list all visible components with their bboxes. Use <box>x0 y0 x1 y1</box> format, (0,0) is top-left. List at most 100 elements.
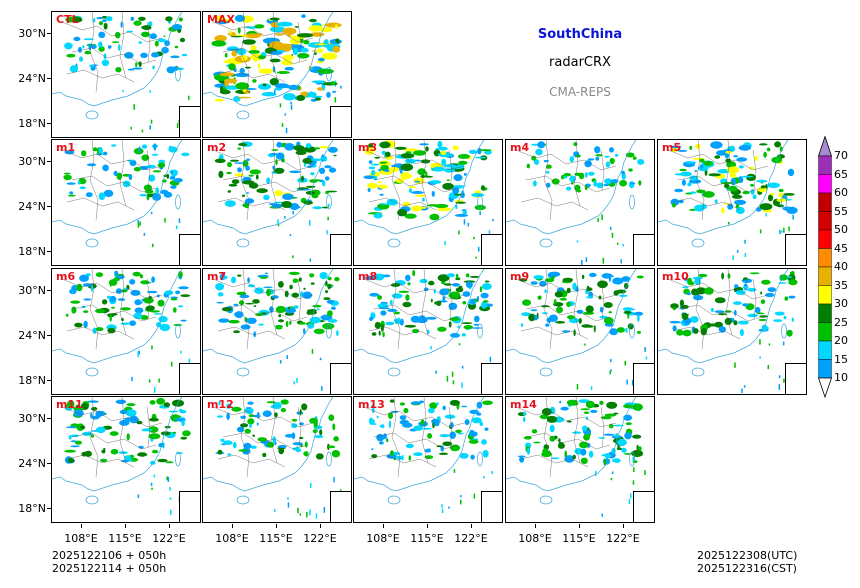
echo-cell <box>448 291 461 299</box>
province-border <box>61 406 163 428</box>
echo-cell <box>561 330 571 333</box>
echo-cell <box>367 188 371 192</box>
echo-cell <box>458 160 468 165</box>
longitude-tick-label: 108°E <box>366 532 400 545</box>
echo-cell <box>289 320 292 326</box>
hainan-island <box>691 367 705 377</box>
south-china-sea-inset <box>481 234 502 265</box>
panel-label: m13 <box>358 398 385 411</box>
echo-cell <box>332 45 340 53</box>
echo-cell <box>734 362 736 368</box>
echo-cell <box>158 159 166 164</box>
echo-cell <box>602 257 605 264</box>
latitude-tick <box>47 380 51 381</box>
echo-cell <box>293 305 299 309</box>
hainan-island <box>236 238 250 248</box>
echo-cell <box>179 410 187 414</box>
echo-cell <box>117 298 126 301</box>
echo-cell <box>758 143 768 146</box>
echo-cell <box>70 434 80 438</box>
echo-cell <box>262 83 267 87</box>
echo-cell <box>309 258 312 262</box>
echo-cell <box>146 164 156 169</box>
echo-cell <box>621 276 631 282</box>
colorbar-label: 60 <box>834 186 848 199</box>
echo-cell <box>522 299 532 306</box>
echo-cell <box>382 274 391 278</box>
echo-cell <box>163 35 166 38</box>
echo-cell <box>371 404 375 408</box>
echo-cell <box>309 18 317 23</box>
echo-cell <box>101 299 108 305</box>
echo-cell <box>521 312 531 316</box>
echo-cell <box>69 191 74 195</box>
echo-cell <box>143 232 146 236</box>
panel-label: m11 <box>56 398 83 411</box>
echo-cell <box>129 279 136 285</box>
panel-label: m7 <box>207 270 227 283</box>
province-border <box>89 397 99 478</box>
echo-cell <box>572 431 582 434</box>
echo-cell <box>741 388 743 394</box>
echo-cell <box>581 259 583 265</box>
echo-cell <box>257 437 267 442</box>
echo-cell <box>148 379 151 383</box>
echo-cell <box>75 440 82 445</box>
echo-cell <box>247 401 254 405</box>
ensemble-panel: m8 <box>353 268 503 395</box>
echo-cell <box>73 36 81 42</box>
coastline <box>354 397 485 492</box>
coastline <box>506 140 637 235</box>
echo-cell <box>467 222 470 227</box>
echo-cell <box>67 194 76 197</box>
echo-cell <box>135 62 138 68</box>
echo-cell <box>262 410 272 417</box>
echo-cell <box>139 274 144 279</box>
echo-cell <box>732 255 734 260</box>
taiwan-island <box>781 194 787 210</box>
echo-cell <box>272 402 282 410</box>
echo-cell <box>153 474 156 478</box>
echo-cell <box>781 230 783 233</box>
echo-cell <box>381 150 386 155</box>
echo-cell <box>298 277 302 282</box>
echo-cell <box>613 412 619 415</box>
echo-cell <box>308 309 317 313</box>
echo-cell <box>283 93 296 101</box>
echo-cell <box>566 287 571 294</box>
echo-cell <box>296 188 299 191</box>
echo-cell <box>239 67 245 74</box>
hainan-island <box>539 238 553 248</box>
echo-cell <box>744 279 747 282</box>
echo-cell <box>310 67 314 70</box>
longitude-tick <box>276 524 277 528</box>
echo-cell <box>746 173 756 181</box>
echo-cell <box>81 150 87 157</box>
ensemble-panel: m11 <box>51 396 201 523</box>
echo-cell <box>444 241 446 246</box>
province-border <box>515 406 617 428</box>
echo-cell <box>609 147 614 153</box>
longitude-tick <box>232 524 233 528</box>
echo-cell <box>604 413 617 417</box>
province-border <box>240 12 250 93</box>
province-border <box>71 47 157 65</box>
echo-cell <box>228 319 240 324</box>
echo-cell <box>299 47 309 53</box>
echo-cell <box>451 283 460 287</box>
echo-cell <box>299 513 302 516</box>
echo-cell <box>238 142 248 147</box>
echo-cell <box>123 287 128 290</box>
echo-cell <box>102 164 109 172</box>
echo-cell <box>760 299 766 305</box>
echo-cell <box>721 207 725 214</box>
echo-cell <box>517 455 527 458</box>
echo-cell <box>579 441 589 449</box>
echo-cell <box>240 415 246 419</box>
echo-cell <box>325 290 328 294</box>
echo-cell <box>76 283 83 292</box>
echo-cell <box>249 423 252 429</box>
echo-cell <box>299 408 302 416</box>
echo-cell <box>149 400 156 405</box>
echo-cell <box>368 166 376 170</box>
